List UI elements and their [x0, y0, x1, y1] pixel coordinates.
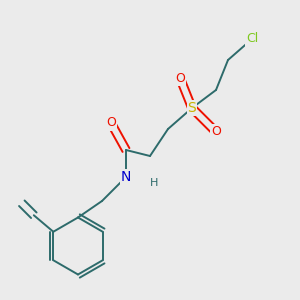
Text: O: O	[106, 116, 116, 130]
Text: H: H	[150, 178, 158, 188]
Text: N: N	[121, 170, 131, 184]
Text: O: O	[211, 125, 221, 139]
Text: Cl: Cl	[246, 32, 258, 46]
Text: S: S	[188, 101, 196, 115]
Text: O: O	[175, 71, 185, 85]
